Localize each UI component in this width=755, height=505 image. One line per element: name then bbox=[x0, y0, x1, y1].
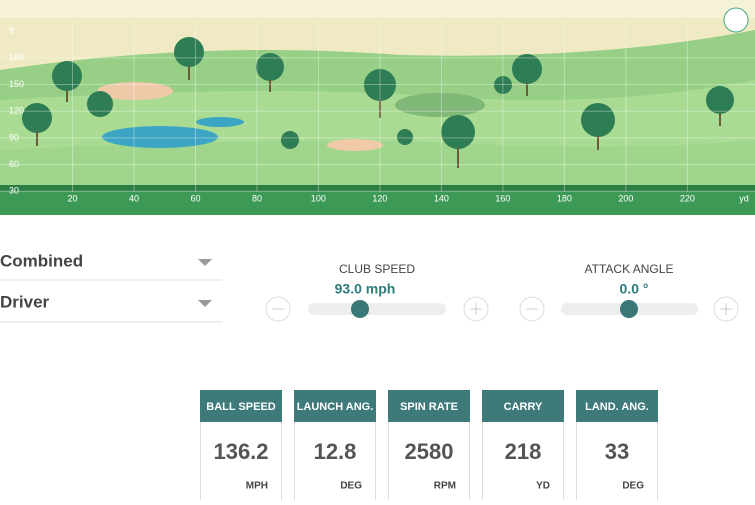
dropdown-1[interactable]: Driver bbox=[0, 292, 222, 323]
x-tick-label: 60 bbox=[190, 193, 200, 203]
stat-card: SPIN RATE 2580 RPM bbox=[388, 390, 470, 505]
x-tick-label: 20 bbox=[67, 193, 77, 203]
stat-value: 2580 bbox=[405, 439, 454, 464]
stat-value: 218 bbox=[505, 439, 542, 464]
stat-label: LAND. ANG. bbox=[585, 401, 649, 413]
stat-unit: MPH bbox=[246, 481, 268, 492]
x-unit: yd bbox=[739, 193, 749, 203]
stat-card: LAND. ANG. 33 DEG bbox=[576, 390, 658, 505]
y-tick-label: 180 bbox=[9, 52, 24, 62]
x-tick-label: 80 bbox=[252, 193, 262, 203]
stat-card: BALL SPEED 136.2 MPH bbox=[200, 390, 282, 505]
plus-button[interactable] bbox=[713, 296, 739, 322]
slider-value: 0.0 ° bbox=[620, 281, 649, 297]
stat-label: BALL SPEED bbox=[206, 401, 276, 413]
controls: Combined Driver CLUB SPEED 93.0 mph ATTA… bbox=[0, 251, 739, 323]
stat-label: CARRY bbox=[504, 401, 543, 413]
stat-value: 33 bbox=[605, 439, 629, 464]
x-tick-label: 220 bbox=[680, 193, 695, 203]
trajectory-chart: 30 60 90 120 150 180 ft 20 40 60 80 100 120 140 160 180… bbox=[0, 20, 755, 203]
y-tick-label: 120 bbox=[9, 106, 24, 116]
card-header bbox=[576, 390, 658, 422]
dropdown-value[interactable]: Driver bbox=[0, 292, 50, 311]
dropdown-0[interactable]: Combined bbox=[0, 251, 222, 281]
stat-unit: DEG bbox=[340, 481, 362, 492]
stat-unit: YD bbox=[536, 481, 550, 492]
y-tick-label: 90 bbox=[9, 132, 19, 142]
x-tick-label: 40 bbox=[129, 193, 139, 203]
y-tick-label: 150 bbox=[9, 79, 24, 89]
slider-knob[interactable] bbox=[620, 300, 638, 318]
scenery bbox=[0, 0, 755, 215]
x-tick-label: 100 bbox=[311, 193, 326, 203]
y-unit: ft bbox=[9, 25, 15, 35]
minus-button[interactable] bbox=[519, 296, 545, 322]
x-tick-label: 200 bbox=[618, 193, 633, 203]
y-tick-label: 30 bbox=[9, 186, 19, 196]
card-header bbox=[388, 390, 470, 422]
stat-label: LAUNCH ANG. bbox=[297, 401, 374, 413]
plus-button[interactable] bbox=[463, 296, 489, 322]
slider-track[interactable] bbox=[308, 303, 446, 315]
stat-unit: DEG bbox=[622, 481, 644, 492]
slider-label: CLUB SPEED bbox=[339, 262, 415, 276]
y-tick-label: 60 bbox=[9, 159, 19, 169]
x-tick-label: 180 bbox=[557, 193, 572, 203]
x-tick-label: 160 bbox=[495, 193, 510, 203]
stat-value: 136.2 bbox=[213, 439, 268, 464]
stat-value: 12.8 bbox=[314, 439, 357, 464]
minus-button[interactable] bbox=[265, 296, 291, 322]
card-header bbox=[200, 390, 282, 422]
stat-card: CARRY 218 YD bbox=[482, 390, 564, 505]
x-tick-label: 140 bbox=[434, 193, 449, 203]
dropdown-value[interactable]: Combined bbox=[0, 251, 83, 270]
card-header bbox=[482, 390, 564, 422]
x-tick-label: 120 bbox=[372, 193, 387, 203]
stat-unit: RPM bbox=[434, 481, 456, 492]
card-header bbox=[294, 390, 376, 422]
slider-label: ATTACK ANGLE bbox=[585, 262, 674, 276]
slider-knob[interactable] bbox=[351, 300, 369, 318]
stat-label: SPIN RATE bbox=[400, 401, 458, 413]
stat-card: LAUNCH ANG. 12.8 DEG bbox=[294, 390, 376, 505]
slider-value: 93.0 mph bbox=[335, 281, 396, 297]
